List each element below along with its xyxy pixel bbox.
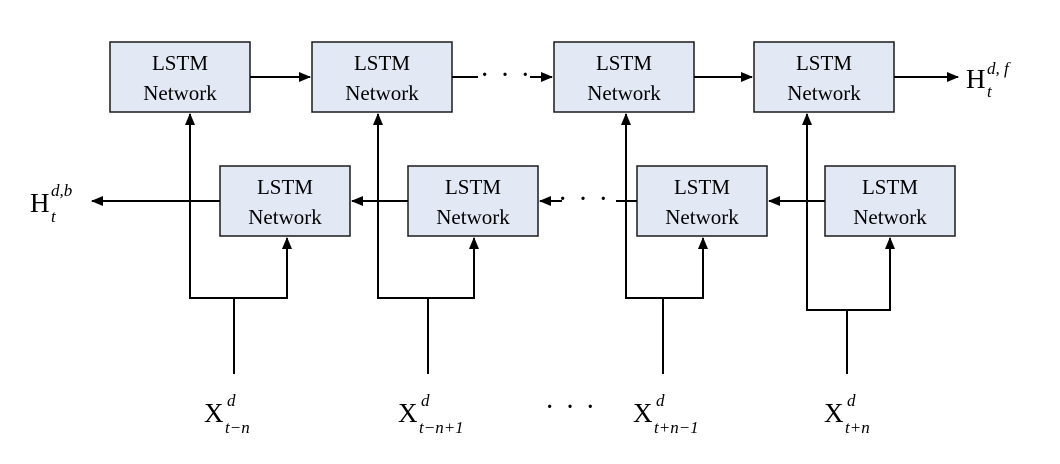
svg-text:d: d xyxy=(656,391,665,410)
input-label-2: X t−n+1 d xyxy=(398,391,464,437)
svg-text:LSTM: LSTM xyxy=(596,51,652,75)
svg-text:Network: Network xyxy=(853,205,927,229)
forward-ellipsis: · · · xyxy=(480,60,532,91)
svg-text:LSTM: LSTM xyxy=(257,175,313,199)
forward-lstm-3: LSTM Network xyxy=(553,41,695,113)
backward-lstm-1: LSTM Network xyxy=(219,165,351,237)
svg-text:LSTM: LSTM xyxy=(796,51,852,75)
forward-lstm-1: LSTM Network xyxy=(109,41,251,113)
input-ellipsis: · · · xyxy=(545,392,597,423)
svg-text:Network: Network xyxy=(787,81,861,105)
svg-text:t+n: t+n xyxy=(845,418,870,437)
svg-text:d: d xyxy=(421,391,430,410)
svg-text:X: X xyxy=(204,398,224,428)
svg-text:X: X xyxy=(633,398,653,428)
svg-text:LSTM: LSTM xyxy=(445,175,501,199)
forward-lstm-2: LSTM Network xyxy=(311,41,453,113)
backward-ellipsis: · · · xyxy=(558,184,610,215)
input-3-to-backward xyxy=(663,237,708,299)
svg-text:Network: Network xyxy=(345,81,419,105)
input-1-to-forward xyxy=(185,113,234,299)
svg-text:t+n−1: t+n−1 xyxy=(654,418,699,437)
backward-lstm-2: LSTM Network xyxy=(407,165,539,237)
svg-text:t−n: t−n xyxy=(225,418,250,437)
svg-text:LSTM: LSTM xyxy=(862,175,918,199)
svg-text:LSTM: LSTM xyxy=(152,51,208,75)
svg-text:Network: Network xyxy=(143,81,217,105)
svg-text:d, f: d, f xyxy=(987,59,1011,78)
svg-text:t: t xyxy=(51,207,57,226)
svg-text:LSTM: LSTM xyxy=(354,51,410,75)
backward-output-label: H t d,b xyxy=(30,181,72,226)
input-3-to-forward xyxy=(621,113,663,299)
svg-text:Network: Network xyxy=(248,205,322,229)
svg-text:X: X xyxy=(824,398,844,428)
input-4-to-forward xyxy=(802,113,847,311)
input-1-to-backward xyxy=(234,237,292,299)
svg-text:d,b: d,b xyxy=(51,181,72,200)
input-label-4: X t+n d xyxy=(824,391,870,437)
svg-text:d: d xyxy=(847,391,856,410)
svg-text:H: H xyxy=(966,64,986,94)
svg-text:Network: Network xyxy=(665,205,739,229)
svg-text:X: X xyxy=(398,398,418,428)
svg-text:LSTM: LSTM xyxy=(674,175,730,199)
svg-text:t−n+1: t−n+1 xyxy=(419,418,464,437)
input-2-to-forward xyxy=(373,113,428,299)
svg-text:t: t xyxy=(987,82,993,101)
svg-text:Network: Network xyxy=(587,81,661,105)
forward-output-label: H t d, f xyxy=(966,59,1011,101)
backward-lstm-3: LSTM Network xyxy=(636,165,768,237)
svg-text:d: d xyxy=(227,391,236,410)
svg-text:Network: Network xyxy=(436,205,510,229)
svg-text:H: H xyxy=(30,188,50,218)
input-label-3: X t+n−1 d xyxy=(633,391,699,437)
backward-lstm-4: LSTM Network xyxy=(824,165,956,237)
input-2-to-backward xyxy=(428,237,479,299)
forward-lstm-4: LSTM Network xyxy=(753,41,895,113)
input-label-1: X t−n d xyxy=(204,391,250,437)
input-4-to-backward xyxy=(847,237,895,311)
